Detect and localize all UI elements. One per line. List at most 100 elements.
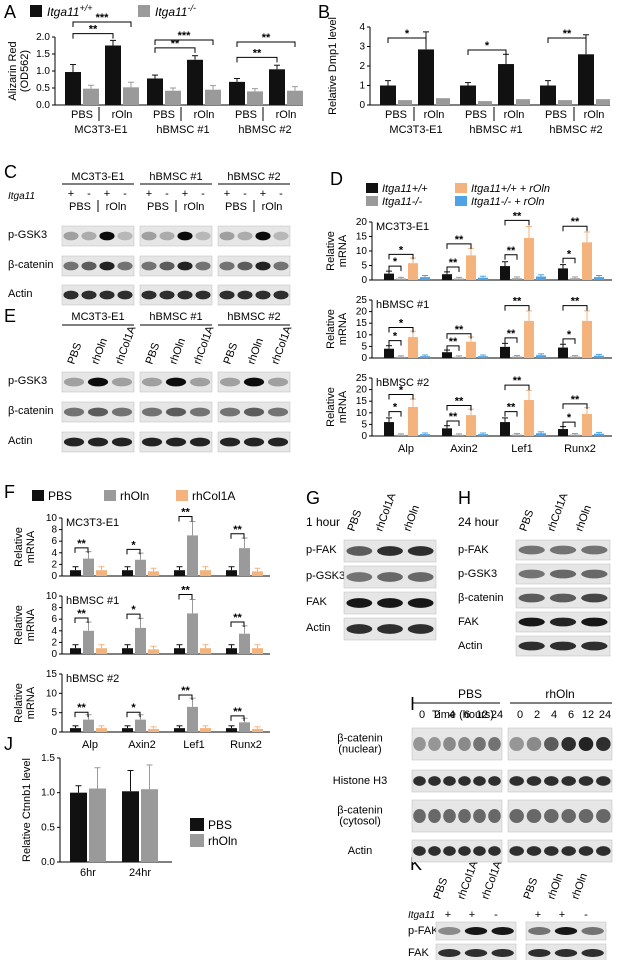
category-label: Alp <box>398 443 414 455</box>
lane-label: rhOln <box>574 504 594 533</box>
band <box>141 231 157 241</box>
bar-wt <box>498 64 514 105</box>
subplot-label: MC3T3-E1 <box>66 517 119 529</box>
sig-bracket <box>236 56 278 63</box>
band <box>549 569 577 579</box>
blot-column-label: hBMSC #2 <box>227 171 280 183</box>
lane-label: rhCol1A <box>480 859 505 901</box>
band <box>488 736 501 752</box>
band <box>518 617 545 627</box>
panel-letter-H: H <box>458 488 471 508</box>
sig-stars: * <box>393 256 398 268</box>
band <box>165 377 187 387</box>
bar <box>500 346 510 358</box>
sig-stars: * <box>399 244 404 256</box>
time-tick: 2 <box>434 709 440 721</box>
band <box>464 927 488 935</box>
y-axis-label-line: Relative <box>325 231 337 271</box>
blot-I-rhOln <box>507 839 613 863</box>
bar <box>558 429 568 436</box>
sig-stars: ** <box>171 38 180 50</box>
sig-stars: ** <box>77 538 86 550</box>
bar <box>466 255 476 280</box>
sig-stars: ** <box>181 685 190 697</box>
y-tick-label: 6 <box>51 614 57 625</box>
band <box>473 776 486 786</box>
blot-row-label: β-catenin(nuclear) <box>337 733 382 756</box>
band <box>63 407 85 417</box>
band <box>428 736 441 752</box>
band <box>99 231 115 241</box>
bar <box>478 277 488 280</box>
blot-row-label: p-GSK3 <box>8 375 47 387</box>
blot-background <box>411 839 503 863</box>
sig-stars: * <box>399 385 404 397</box>
sig-stars: ** <box>455 324 464 336</box>
genotype-sign: + <box>182 188 188 200</box>
blot-background <box>507 769 613 793</box>
panel-letter-E: E <box>4 306 16 326</box>
y-tick-label: 5 <box>361 419 367 430</box>
y-tick-label: 2 <box>359 61 365 72</box>
blot-I-pbs <box>411 839 503 863</box>
bar <box>570 356 580 358</box>
sig-bracket <box>178 694 193 700</box>
genotype-sign: + <box>224 188 230 200</box>
sig-stars: ** <box>233 706 242 718</box>
bar <box>594 433 604 436</box>
sig-stars: * <box>485 40 490 52</box>
band <box>63 290 79 300</box>
y-axis-label: Relative mRNA <box>13 605 37 645</box>
band <box>561 776 576 786</box>
blot-E <box>61 371 135 393</box>
bar <box>570 434 580 436</box>
band <box>195 290 211 300</box>
band <box>407 598 434 608</box>
bar <box>135 719 146 732</box>
blot-background <box>507 839 613 863</box>
blot-column-label: hBMSC #2 <box>227 311 280 323</box>
blot-row-label: Actin <box>8 288 32 300</box>
band <box>63 437 85 447</box>
bar-wt <box>187 59 203 105</box>
bar <box>96 648 107 654</box>
band <box>117 290 133 300</box>
bar-wt <box>578 54 594 105</box>
blot-row-label: p-GSK3 <box>306 570 345 582</box>
band <box>549 545 577 555</box>
bar <box>187 613 198 654</box>
sig-bracket <box>388 326 414 333</box>
blot-C <box>217 225 291 247</box>
y-axis-label-line: mRNA <box>25 608 37 641</box>
bar-ko <box>165 90 181 105</box>
legend-swatch <box>32 490 44 501</box>
blot-background <box>139 255 213 277</box>
band <box>255 261 271 271</box>
y-tick-label: 1.5 <box>36 49 50 60</box>
legend-sup: -/- <box>187 3 196 13</box>
band <box>509 776 524 786</box>
band <box>518 569 545 579</box>
legend-label: rhOln <box>120 489 149 503</box>
bar-ko <box>287 90 303 105</box>
y-tick-label: 8 <box>51 525 57 536</box>
band <box>518 545 545 555</box>
bar <box>570 278 580 280</box>
legend-swatch <box>176 490 188 501</box>
sig-stars: * <box>567 248 572 260</box>
blot-row-label: p-GSK3 <box>458 568 497 580</box>
bar <box>122 570 133 576</box>
bar <box>200 728 211 732</box>
bar <box>122 791 139 862</box>
time-tick: 12 <box>582 709 594 721</box>
time-tick: 4 <box>551 709 557 721</box>
condition-label: PBS <box>458 687 482 701</box>
sig-bracket <box>504 384 530 391</box>
lane-label: rhOln <box>546 872 566 901</box>
gene-label: Itga11 <box>408 910 435 921</box>
bar <box>70 792 87 862</box>
bar <box>478 434 488 436</box>
band <box>99 261 115 271</box>
band <box>509 846 524 856</box>
